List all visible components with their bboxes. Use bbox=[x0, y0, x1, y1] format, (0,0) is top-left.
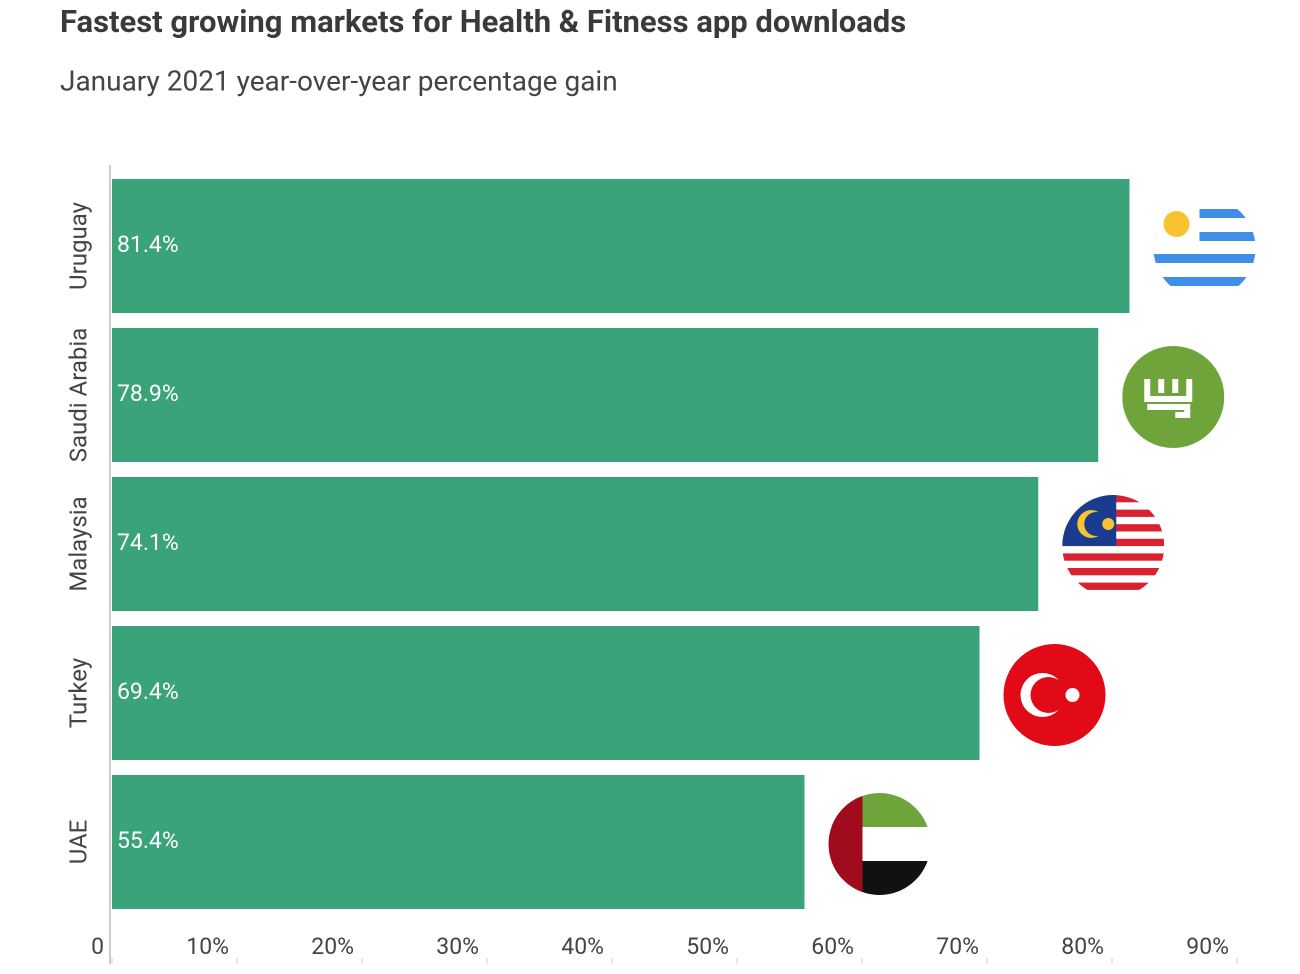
bar bbox=[112, 179, 1130, 313]
y-tick-label: Saudi Arabia bbox=[64, 328, 92, 463]
x-tick-label: 40% bbox=[561, 933, 604, 960]
value-label: 69.4% bbox=[117, 678, 179, 705]
y-tick-label: Uruguay bbox=[64, 201, 92, 290]
bar bbox=[112, 477, 1039, 611]
flag-sun bbox=[1163, 211, 1190, 237]
flag-stripe bbox=[1153, 277, 1256, 286]
flag-star bbox=[1065, 688, 1080, 702]
flag-moon-cut bbox=[1030, 677, 1067, 713]
x-tick-label: 20% bbox=[311, 933, 354, 960]
flag-stripe bbox=[1153, 254, 1256, 263]
x-tick-label: 10% bbox=[186, 933, 229, 960]
x-tick-label: 70% bbox=[936, 933, 979, 960]
flag bbox=[828, 793, 931, 895]
flag-stripe bbox=[1062, 582, 1165, 590]
flag-stripe bbox=[1153, 209, 1256, 218]
chart-subtitle: January 2021 year-over-year percentage g… bbox=[60, 64, 618, 97]
flag-stripe bbox=[1062, 568, 1165, 576]
value-label: 74.1% bbox=[117, 529, 179, 556]
x-tick-label: 90% bbox=[1186, 933, 1229, 960]
flag bbox=[1153, 197, 1256, 299]
flag bbox=[1062, 495, 1165, 597]
x-tick-label: 60% bbox=[811, 933, 854, 960]
bar bbox=[112, 626, 980, 760]
bar bbox=[112, 328, 1099, 462]
flag-star bbox=[1102, 518, 1115, 530]
x-tick-label: 30% bbox=[436, 933, 479, 960]
flag bbox=[1003, 644, 1106, 746]
y-tick-label: Turkey bbox=[64, 657, 92, 728]
y-tick-label: Malaysia bbox=[64, 496, 92, 591]
y-tick-label: UAE bbox=[64, 820, 92, 865]
x-tick-label: 0 bbox=[91, 933, 104, 960]
x-tick-label: 80% bbox=[1061, 933, 1104, 960]
chart-title: Fastest growing markets for Health & Fit… bbox=[60, 3, 906, 40]
flag bbox=[1122, 346, 1225, 448]
flag-emblem bbox=[1144, 379, 1193, 418]
flag-hoist bbox=[828, 793, 863, 895]
x-tick-label: 50% bbox=[686, 933, 729, 960]
bar bbox=[112, 775, 805, 909]
flag-stripe bbox=[1153, 232, 1256, 241]
flag-stripe bbox=[1062, 553, 1165, 561]
flag-moon-cut bbox=[1084, 512, 1109, 536]
value-label: 55.4% bbox=[117, 827, 179, 854]
value-label: 78.9% bbox=[117, 380, 179, 407]
value-label: 81.4% bbox=[117, 231, 179, 258]
